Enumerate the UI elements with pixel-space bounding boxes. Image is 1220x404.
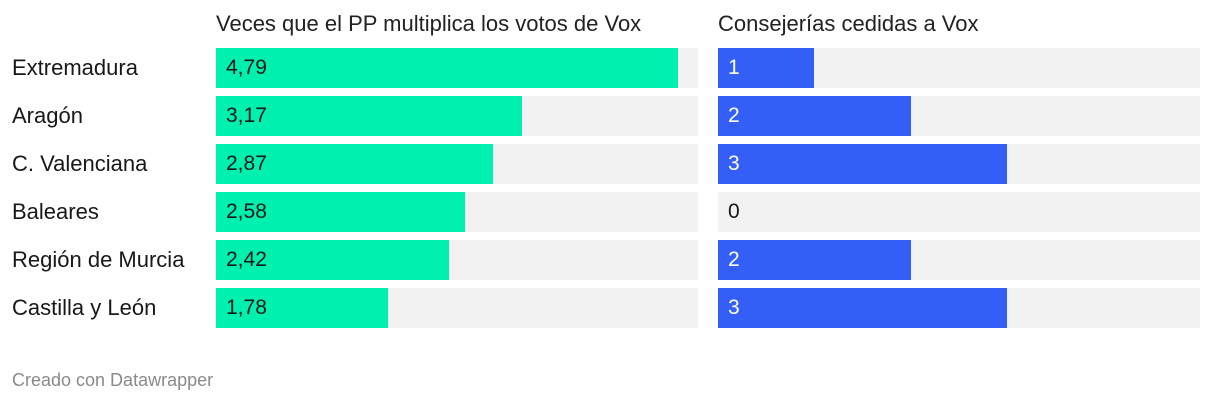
row-label: Castilla y León xyxy=(12,295,157,320)
bar-track: 1 xyxy=(718,48,1200,88)
bar-track: 3 xyxy=(718,144,1200,184)
datawrapper-credit[interactable]: Creado con Datawrapper xyxy=(12,370,214,390)
bar-track: 2,42 xyxy=(216,240,698,280)
bar-track: 0 xyxy=(718,192,1200,232)
bar[interactable] xyxy=(216,144,493,184)
bar-value-label: 2,87 xyxy=(226,152,267,175)
row-label: Baleares xyxy=(12,199,99,224)
bar-value-label: 2,58 xyxy=(226,200,267,223)
bar-value-label: 0 xyxy=(728,200,740,223)
row-label: C. Valenciana xyxy=(12,151,148,176)
bar-track: 2 xyxy=(718,96,1200,136)
row-label: Extremadura xyxy=(12,55,138,80)
bar-value-label: 2 xyxy=(728,104,740,127)
bar-value-label: 3 xyxy=(728,296,740,319)
bar-track: 4,79 xyxy=(216,48,698,88)
bar-value-label: 2 xyxy=(728,248,740,271)
bar-value-label: 2,42 xyxy=(226,248,267,271)
bar[interactable] xyxy=(216,96,522,136)
bar[interactable] xyxy=(216,192,465,232)
bar-track: 2,87 xyxy=(216,144,698,184)
bar-value-label: 1,78 xyxy=(226,296,267,319)
bar-value-label: 1 xyxy=(728,56,740,79)
row-label: Región de Murcia xyxy=(12,247,185,272)
bar-track: 2 xyxy=(718,240,1200,280)
bar-track: 3,17 xyxy=(216,96,698,136)
bar-value-label: 4,79 xyxy=(226,56,267,79)
bar[interactable] xyxy=(718,288,1008,328)
bar-value-label: 3,17 xyxy=(226,104,267,127)
bar[interactable] xyxy=(718,48,815,88)
bar-track: 1,78 xyxy=(216,288,698,328)
bar-track: 3 xyxy=(718,288,1200,328)
chart-title-consejerias: Consejerías cedidas a Vox xyxy=(718,11,979,36)
bar-track: 2,58 xyxy=(216,192,698,232)
bar[interactable] xyxy=(718,96,911,136)
bar[interactable] xyxy=(216,240,450,280)
bar-value-label: 3 xyxy=(728,152,740,175)
row-label: Aragón xyxy=(12,103,83,128)
bar[interactable] xyxy=(718,240,911,280)
bar[interactable] xyxy=(216,48,678,88)
bar[interactable] xyxy=(216,288,388,328)
chart-title-pp-multiplier: Veces que el PP multiplica los votos de … xyxy=(216,11,642,36)
bar[interactable] xyxy=(718,144,1008,184)
